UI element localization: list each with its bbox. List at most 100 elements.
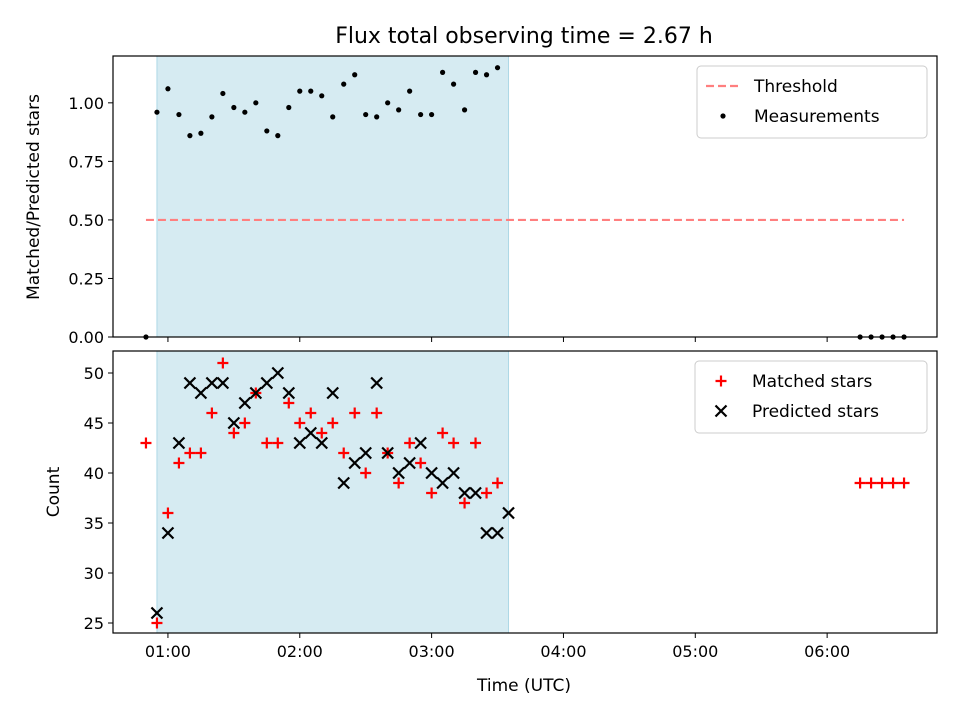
matched-star-point <box>261 437 273 449</box>
measurement-point <box>341 81 347 87</box>
bottom-y-tick-label: 45 <box>84 414 104 433</box>
predicted-star-point <box>425 466 438 480</box>
predicted-star-point <box>458 486 471 500</box>
measurement-point <box>187 133 193 139</box>
matched-star-point <box>415 457 427 469</box>
bottom-y-tick-label: 40 <box>84 464 104 483</box>
measurement-point <box>494 65 501 71</box>
measurement-point <box>363 111 369 118</box>
legend-predicted-swatch <box>714 404 728 418</box>
top-axes-frame <box>112 55 938 338</box>
predicted-star-point <box>249 386 263 400</box>
matched-star-point <box>371 407 383 419</box>
y-axis-label-top: Matched/Predicted stars <box>24 94 44 300</box>
bottom-y-tick-label: 35 <box>84 514 104 533</box>
bottom-legend-label: Matched stars <box>752 372 872 392</box>
predicted-star-point <box>260 376 274 390</box>
predicted-star-point <box>172 436 186 450</box>
top-observing-window <box>156 55 510 338</box>
top-y-tick-label: 0.75 <box>68 152 104 171</box>
predicted-star-point <box>502 506 515 520</box>
measurement-point <box>275 133 281 139</box>
bottom-panel: 25 30 35 40 45 50 01:00 02:00 03:00 04:00 05:00 06:… <box>84 350 938 661</box>
predicted-star-point <box>337 476 350 490</box>
matched-star-point <box>887 477 899 489</box>
measurement-point <box>176 111 182 118</box>
matched-star-point <box>349 407 361 419</box>
matched-star-point <box>283 397 295 409</box>
predicted-star-point <box>392 466 405 480</box>
x-tick-label: 06:00 <box>804 642 850 661</box>
predicted-star-point <box>293 436 307 450</box>
chart-title: Flux total observing time = 2.67 h <box>335 24 713 49</box>
measurement-point <box>198 130 204 136</box>
predicted-star-point <box>216 376 230 390</box>
matched-star-point <box>338 447 350 459</box>
matched-star-point <box>316 427 328 439</box>
matched-star-point <box>228 427 240 439</box>
matched-star-point <box>184 447 196 459</box>
measurement-point <box>472 69 479 75</box>
top-panel: 0.00 0.25 0.50 0.75 1.00 Threshold Measurement… <box>68 55 938 347</box>
matched-star-point <box>470 437 482 449</box>
predicted-star-point <box>161 526 175 540</box>
bottom-y-tick-label: 50 <box>84 364 104 383</box>
predicted-star-point <box>381 446 394 460</box>
measurement-point <box>209 114 215 120</box>
predicted-star-point <box>403 456 416 470</box>
top-y-tick-label: 1.00 <box>68 94 104 113</box>
measurement-point <box>231 104 237 111</box>
predicted-star-point <box>359 446 372 460</box>
matched-star-point <box>426 487 438 499</box>
measurement-point <box>385 100 391 106</box>
predicted-star-point <box>447 466 460 480</box>
measurement-point <box>374 114 380 120</box>
bottom-axes-frame <box>112 350 938 634</box>
measurement-point <box>253 100 259 106</box>
matched-star-point <box>481 487 493 499</box>
measurement-point <box>483 72 490 78</box>
matched-star-point <box>854 477 866 489</box>
predicted-star-point <box>238 396 252 410</box>
top-y-tick-label: 0.50 <box>68 211 104 230</box>
matched-star-point <box>173 457 185 469</box>
bottom-y-tick-label: 25 <box>84 614 104 633</box>
y-axis-label-bottom: Count <box>44 466 64 517</box>
matched-star-point <box>898 477 910 489</box>
legend-measurement-swatch <box>720 113 726 119</box>
measurement-point <box>264 128 270 134</box>
measurement-point <box>286 104 292 111</box>
predicted-star-point <box>205 376 219 390</box>
measurement-point <box>396 107 402 113</box>
x-tick-label: 01:00 <box>145 642 191 661</box>
predicted-star-point <box>436 476 449 490</box>
x-axis-label: Time (UTC) <box>476 676 571 696</box>
bottom-legend <box>694 360 928 434</box>
measurement-point <box>154 109 160 115</box>
bottom-legend-label: Predicted stars <box>752 402 879 422</box>
measurement-point <box>407 88 413 94</box>
measurement-point <box>450 81 457 87</box>
measurement-point <box>418 111 424 118</box>
predicted-star-point <box>469 486 482 500</box>
predicted-star-point <box>480 526 493 540</box>
predicted-star-point <box>491 526 504 540</box>
measurement-point <box>461 107 468 113</box>
top-legend-label: Measurements <box>754 107 880 127</box>
predicted-star-point <box>227 416 241 430</box>
predicted-star-point <box>282 386 296 400</box>
matched-star-point <box>876 477 888 489</box>
matched-star-point <box>448 437 460 449</box>
matched-star-point <box>217 357 229 369</box>
matched-star-point <box>239 417 251 429</box>
predicted-star-point <box>150 606 164 620</box>
matched-star-point <box>272 437 284 449</box>
top-y-tick-label: 0.25 <box>68 269 104 288</box>
predicted-star-point <box>271 366 285 380</box>
bottom-y-tick-label: 30 <box>84 564 104 583</box>
measurement-point <box>352 72 358 78</box>
x-tick-label: 03:00 <box>409 642 455 661</box>
legend-matched-swatch <box>715 375 727 387</box>
measurement-point <box>242 109 248 115</box>
